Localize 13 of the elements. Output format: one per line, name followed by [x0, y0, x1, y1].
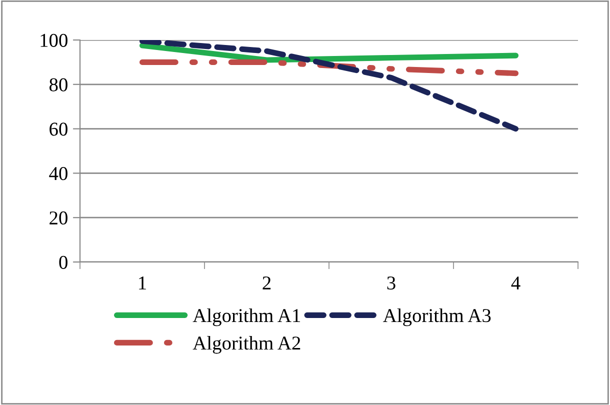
y-tick-label: 100 — [40, 34, 68, 47]
y-tick-label: 60 — [50, 122, 68, 136]
y-tick-label: 0 — [59, 256, 68, 269]
x-tick-label: 3 — [387, 276, 396, 290]
y-tick-label: 40 — [49, 167, 68, 180]
y-tick-label: 80 — [49, 78, 68, 92]
x-tick-label: 2 — [262, 276, 271, 290]
legend-label: Algorithm A1 — [192, 308, 300, 326]
legend-label: Algorithm A3 — [383, 308, 491, 326]
legend-label: Algorithm A2 — [192, 336, 300, 354]
y-tick-label: 20 — [50, 211, 68, 225]
x-tick-label: 4 — [511, 276, 520, 290]
x-tick-label: 1 — [139, 276, 146, 290]
